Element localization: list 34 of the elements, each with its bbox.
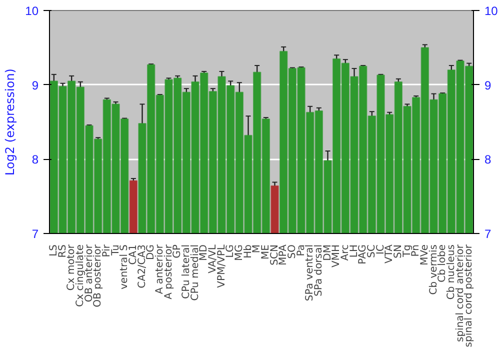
y-tick-label: 8: [32, 152, 39, 167]
y-tick-label: 10: [25, 4, 39, 18]
x-tick-label: Pa: [296, 244, 307, 256]
x-tick-label: SO: [286, 244, 298, 259]
x-tick-label: Cb lobe: [437, 244, 448, 282]
x-tick-label: Arc: [340, 244, 351, 261]
x-tick-label: Tg: [402, 244, 413, 258]
x-tick-label: SN: [392, 244, 404, 258]
x-tick-label: Cb nucleus: [446, 244, 457, 300]
y-tick-label: 9: [32, 78, 39, 92]
x-tick-label: RS: [57, 244, 68, 258]
x-tick-label: GP: [172, 244, 184, 258]
x-tick-label: MVe: [419, 244, 430, 266]
x-tick-label: A posterior: [163, 244, 174, 300]
x-tick-label: CPu lateral: [180, 244, 192, 299]
y-axis-title: Log2 (expression): [3, 68, 18, 176]
y-tick-label: 7: [32, 227, 39, 241]
y2-tick-label: 9: [484, 78, 492, 92]
x-tick-label: CA1: [128, 244, 139, 265]
y2-tick-label: 7: [484, 227, 492, 241]
x-tick-label: SPa dorsal: [313, 244, 324, 296]
x-tick-label: Cx cingulate: [74, 244, 86, 307]
x-tick-label: A anterior: [154, 244, 166, 294]
x-tick-label: Pir: [101, 244, 112, 258]
x-tick-label: spinal cord posterior: [464, 244, 475, 348]
y2-tick-label: 10: [484, 4, 498, 18]
y2-tick-label: 8: [484, 152, 492, 167]
x-tick-label: MG: [234, 244, 245, 261]
x-tick-label: OB posterior: [92, 244, 104, 308]
x-tick-label: ME: [260, 244, 272, 260]
x-tick-label: DG: [146, 244, 157, 260]
x-tick-label: LS: [48, 244, 60, 256]
x-tick-label: VA/VL: [207, 244, 218, 274]
x-tick-label: SC: [366, 244, 378, 258]
